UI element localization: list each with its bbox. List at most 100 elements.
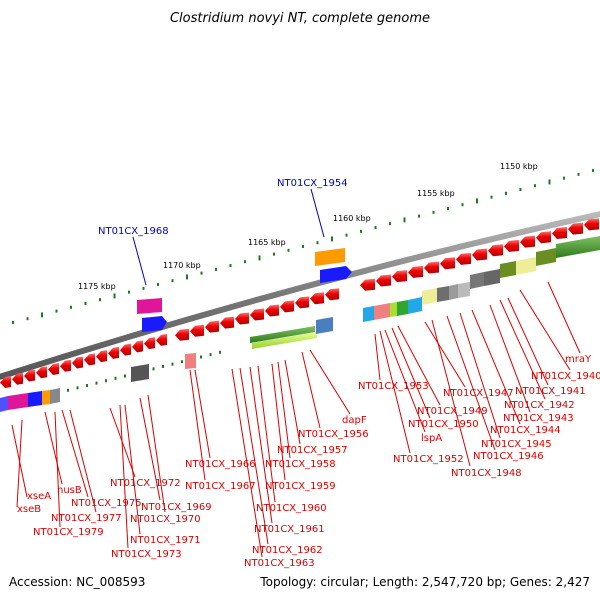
scale-tick — [114, 376, 117, 380]
accession-text: Accession: NC_008593 — [9, 575, 145, 589]
leader-line — [507, 297, 549, 386]
gene-arrow — [360, 278, 375, 291]
scale-tick — [287, 248, 290, 252]
scale-tick — [505, 191, 507, 195]
scale-tick — [316, 241, 319, 245]
gene-arrow — [568, 222, 583, 235]
leader-line — [124, 404, 141, 535]
scale-tick — [26, 317, 29, 321]
scale-label: 1160 kbp — [333, 214, 371, 223]
scale-tick — [171, 362, 174, 366]
scale-tick — [152, 367, 155, 371]
scale-tick — [345, 233, 348, 237]
scale-tick — [215, 267, 217, 271]
scale-label: 1155 kbp — [417, 189, 455, 198]
gene-arrow — [24, 369, 35, 382]
leader-line — [519, 289, 571, 371]
gene-label: NT01CX_1943 — [503, 413, 574, 424]
scale-tick — [128, 290, 130, 294]
gene-label: NT01CX_1957 — [277, 445, 348, 456]
scale-tick — [360, 229, 362, 233]
scale-tick — [124, 374, 126, 378]
gene-label: xseA — [27, 491, 51, 502]
leader-line — [471, 309, 521, 425]
gene-label: xseB — [17, 504, 41, 515]
gene-label: NT01CX_1953 — [358, 381, 429, 392]
leader-line — [257, 365, 276, 503]
leader-line — [277, 361, 291, 459]
gene-arrow — [325, 288, 339, 301]
scale-tick — [258, 255, 261, 261]
gene-label: dapF — [342, 415, 367, 426]
gene-arrow — [376, 274, 391, 287]
leader-line — [189, 369, 206, 481]
gene-label: NT01CX_1960 — [256, 503, 327, 514]
scale-tick — [157, 283, 159, 287]
gene-label: NT01CX_1973 — [111, 549, 182, 560]
scale-label: 1150 kbp — [500, 162, 538, 171]
gene-arrow — [392, 270, 407, 283]
gene-arrow — [250, 308, 264, 321]
gene-arrow — [488, 244, 503, 257]
feature-boxes — [0, 236, 600, 412]
scale-tick — [418, 214, 420, 218]
scale-tick — [105, 379, 107, 383]
gene-arrow-1968 — [142, 316, 167, 332]
leader-line — [489, 304, 531, 413]
scale-tick — [209, 353, 212, 357]
scale-tick — [563, 176, 565, 180]
leader-line — [391, 327, 431, 419]
gene-box-1968 — [137, 298, 162, 314]
gene-label: NT01CX_1952 — [393, 454, 464, 465]
gene-arrow — [536, 231, 551, 244]
gene-label: NT01CX_1941 — [515, 386, 586, 397]
scale-tick — [374, 226, 377, 230]
scale-tick — [84, 302, 87, 306]
leader-line — [147, 394, 166, 513]
leader-line — [547, 281, 581, 354]
gene-label: NT01CX_1944 — [490, 425, 561, 436]
gene-label: NT01CX_1969 — [141, 502, 212, 513]
scale-tick — [99, 298, 101, 302]
leader-line — [309, 349, 351, 415]
scale-tick — [476, 198, 478, 204]
leader-line — [249, 366, 273, 524]
leader-line — [397, 325, 441, 406]
gene-label: NT01CX_1963 — [244, 558, 315, 569]
leader-line — [384, 329, 426, 433]
gene-arrow — [48, 363, 59, 376]
gene-arrow — [132, 340, 143, 353]
scale-tick — [181, 360, 183, 364]
gene-arrow — [220, 316, 234, 329]
scale-tick — [403, 217, 406, 223]
scale-tick — [200, 355, 202, 359]
scale-tick — [331, 236, 333, 242]
gene-label: nusB — [57, 485, 82, 496]
scale-tick — [592, 169, 594, 173]
leader-line — [54, 411, 61, 528]
gene-arrow — [408, 265, 423, 278]
scale-tick — [12, 321, 14, 324]
gene-label: NT01CX_1958 — [265, 459, 336, 470]
gene-label: NT01CX_1979 — [33, 527, 104, 538]
scale-tick — [273, 252, 275, 256]
scale-tick — [41, 312, 43, 318]
leader-line — [239, 367, 269, 545]
gene-arrow — [440, 257, 455, 270]
leader-line — [284, 359, 301, 445]
gene-label: NT01CX_1975 — [71, 498, 142, 509]
gene-label: NT01CX_1942 — [504, 400, 575, 411]
gene-arrows-strand — [0, 218, 599, 388]
scale-tick — [219, 350, 221, 354]
scale-label: 1175 kbp — [78, 282, 116, 291]
gene-label: NT01CX_1950 — [408, 419, 479, 430]
leader-line — [446, 315, 496, 451]
scale-tick — [142, 286, 145, 290]
gene-arrow — [96, 350, 107, 363]
scale-tick — [447, 207, 449, 211]
scale-tick — [76, 386, 79, 390]
leader-line — [61, 409, 89, 498]
leader-line — [139, 397, 161, 501]
scale-tick — [70, 305, 72, 309]
